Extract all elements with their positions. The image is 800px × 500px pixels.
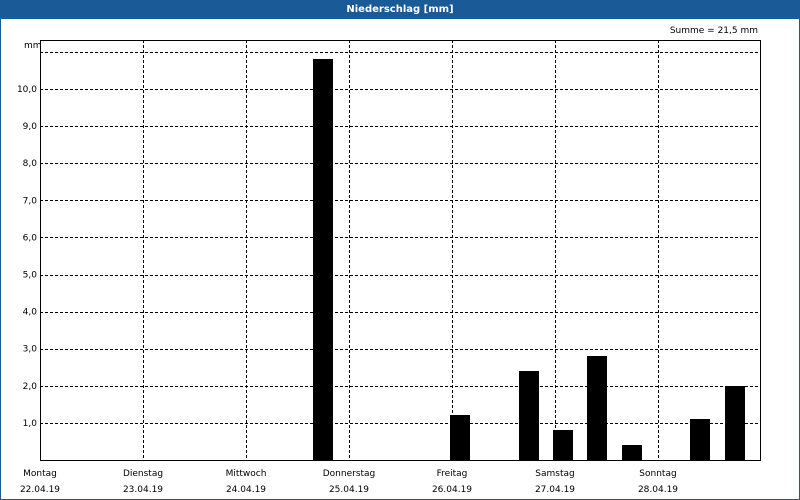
- y-tick-label: 4,0: [23, 308, 38, 318]
- x-tick-day: Donnerstag: [323, 469, 376, 479]
- bar-3: [553, 430, 573, 460]
- bar-5: [622, 445, 642, 460]
- bar-7: [725, 386, 745, 460]
- x-tick-day: Freitag: [437, 469, 468, 479]
- y-tick-label: 3,0: [23, 345, 38, 355]
- x-tick-date: 28.04.19: [638, 485, 678, 495]
- bar-4: [587, 356, 607, 460]
- bar-1: [450, 415, 470, 460]
- x-tick-day: Dienstag: [123, 469, 163, 479]
- x-tick-day: Sonntag: [639, 469, 676, 479]
- x-tick-day: Mittwoch: [226, 469, 267, 479]
- x-tick-date: 25.04.19: [329, 485, 369, 495]
- chart-title: Niederschlag [mm]: [1, 1, 799, 19]
- precipitation-sum: Summe = 21,5 mm: [669, 26, 758, 36]
- y-tick-label: 8,0: [23, 159, 38, 169]
- y-tick-label: 6,0: [23, 233, 38, 243]
- x-tick-date: 27.04.19: [535, 485, 575, 495]
- bar-6: [690, 419, 710, 460]
- bar-0: [313, 59, 333, 460]
- y-tick-label: 2,0: [23, 382, 38, 392]
- y-tick-label: 1,0: [23, 419, 38, 429]
- y-axis-unit: mm: [24, 41, 42, 51]
- bar-2: [519, 371, 539, 460]
- plot-frame: [40, 40, 761, 461]
- x-tick-date: 24.04.19: [226, 485, 266, 495]
- x-tick-date: 22.04.19: [20, 485, 60, 495]
- x-tick-date: 26.04.19: [432, 485, 472, 495]
- y-tick-label: 10,0: [17, 85, 37, 95]
- x-tick-date: 23.04.19: [123, 485, 163, 495]
- x-tick-day: Samstag: [535, 469, 574, 479]
- y-tick-label: 5,0: [23, 271, 38, 281]
- y-tick-label: 7,0: [23, 196, 38, 206]
- y-tick-label: 9,0: [23, 122, 38, 132]
- x-tick-day: Montag: [23, 469, 57, 479]
